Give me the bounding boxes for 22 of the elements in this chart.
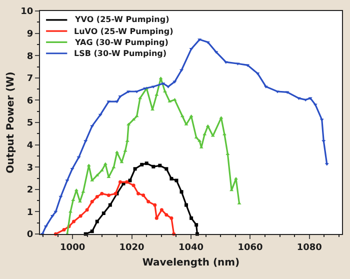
y-tick-label: 8 [26,52,34,62]
x-tick-label: 1000 [60,242,86,253]
y-tick-label: 5 [26,118,34,129]
y-tick-label: 9 [26,29,34,40]
x-tick-label: 1080 [296,242,322,253]
y-tick-label: 6 [26,96,34,106]
y-tick-label: 3 [26,163,34,174]
legend-label: YVO (25-W Pumping) [74,15,170,24]
legend-label: YAG (30-W Pumping) [74,38,168,47]
x-axis-title: Wavelength (nm) [142,257,240,268]
legend-label: LuVO (25-W Pumping) [74,27,174,36]
y-tick-label: 0 [26,230,34,240]
y-axis-title: Output Power (W) [6,72,17,174]
y-tick-label: 7 [26,74,34,84]
x-tick-label: 1060 [238,242,263,253]
y-tick-label: 2 [26,186,34,196]
legend-label: LSB (30-W Pumping) [74,49,167,58]
x-tick-label: 1020 [119,242,144,253]
x-tick-label: 1040 [178,242,204,253]
y-tick-label: 1 [26,208,34,218]
y-tick-label: 4 [26,140,34,151]
y-tick-label: 10 [20,7,34,18]
